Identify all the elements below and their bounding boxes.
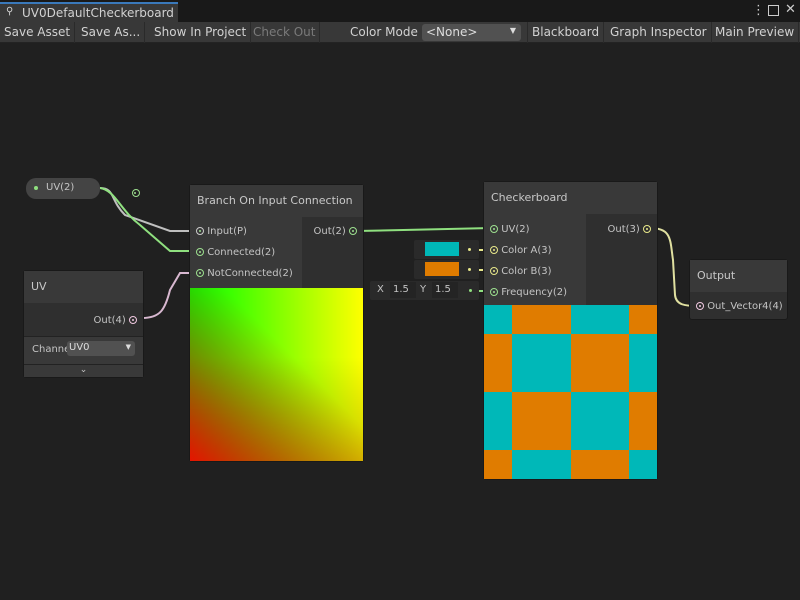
checker-cell [571, 450, 629, 479]
checker-cell [512, 392, 571, 450]
color-a-field[interactable] [414, 240, 479, 259]
wire-checker-output [649, 227, 699, 307]
main-preview-button[interactable]: Main Preview [711, 22, 800, 43]
blackboard-button[interactable]: Blackboard [527, 22, 605, 43]
port-out-label: Out(3) [607, 224, 640, 235]
freq-x-input[interactable]: 1.5 [390, 282, 416, 298]
frequency-field: X 1.5 Y 1.5 [370, 281, 479, 300]
port-in-icon[interactable] [196, 269, 204, 277]
port-color-b-label: Color B(3) [501, 266, 552, 277]
checker-cell [629, 392, 657, 450]
graph-inspector-button[interactable]: Graph Inspector [606, 22, 712, 43]
uv-property-node[interactable]: UV(2) [26, 178, 140, 199]
port-out-vector4-label: Out_Vector4(4) [707, 301, 783, 312]
wire-branch-checker [356, 227, 493, 232]
maximize-icon[interactable] [768, 5, 779, 16]
tab-graph[interactable]: ⚲ UV0DefaultCheckerboard [0, 2, 178, 22]
checker-cell [512, 334, 571, 392]
color-a-swatch[interactable] [425, 242, 459, 256]
checkerboard-node[interactable]: Checkerboard UV(2) Color A(3) Color B(3)… [483, 181, 658, 480]
port-notconnected-label: NotConnected(2) [207, 268, 293, 279]
checker-cell [629, 334, 657, 392]
output-node[interactable]: Output Out_Vector4(4) [689, 259, 788, 320]
branch-node[interactable]: Branch On Input Connection Input(P) Conn… [189, 184, 364, 462]
freq-x-label: X [377, 284, 384, 295]
checker-cell [629, 450, 657, 479]
port-color-a-label: Color A(3) [501, 245, 552, 256]
wire-uv-input [99, 187, 198, 232]
color-mode-value: <None> [426, 25, 478, 39]
color-mode-label: Color Mode [350, 25, 418, 39]
property-dot-icon [34, 186, 38, 190]
channel-dropdown[interactable]: UV0 ▼ [67, 341, 135, 356]
channel-value: UV0 [69, 342, 90, 353]
port-frequency-label: Frequency(2) [501, 287, 568, 298]
port-in-icon[interactable] [490, 225, 498, 233]
freq-y-input[interactable]: 1.5 [432, 282, 458, 298]
uv-node[interactable]: UV Out(4) Channe UV0 ▼ ⌄ [23, 270, 144, 378]
port-input-label: Input(P) [207, 226, 247, 237]
graph-icon: ⚲ [6, 6, 14, 17]
checkerboard-preview [484, 305, 657, 479]
kebab-icon[interactable]: ⋮ [752, 3, 765, 18]
checker-cell [484, 450, 512, 479]
tab-title: UV0DefaultCheckerboard [22, 6, 174, 20]
check-out-button[interactable]: Check Out [249, 22, 321, 43]
toolbar: Save Asset Save As... Show In Project Ch… [0, 22, 800, 43]
checker-cell [484, 334, 512, 392]
port-out-icon[interactable] [131, 189, 140, 197]
port-out-label: Out(2) [313, 226, 346, 237]
color-b-swatch[interactable] [425, 262, 459, 276]
checker-cell [512, 305, 571, 334]
port-in-icon[interactable] [196, 227, 204, 235]
checker-cell [571, 392, 629, 450]
port-out-icon[interactable] [643, 225, 651, 233]
port-in-icon[interactable] [196, 248, 204, 256]
save-asset-button[interactable]: Save Asset [0, 22, 76, 43]
node-title: UV [24, 271, 143, 303]
branch-preview [190, 288, 363, 461]
dropdown-arrow-icon: ▼ [125, 343, 131, 351]
port-out-icon[interactable] [349, 227, 357, 235]
color-mode-dropdown[interactable]: <None> ▼ [422, 24, 521, 41]
dropdown-arrow-icon: ▼ [509, 26, 516, 35]
show-in-project-button[interactable]: Show In Project [150, 22, 252, 43]
expand-chevron-icon[interactable]: ⌄ [24, 364, 143, 377]
checker-cell [571, 305, 629, 334]
checker-cell [571, 334, 629, 392]
save-as-button[interactable]: Save As... [77, 22, 146, 43]
port-out-icon[interactable] [129, 316, 137, 324]
channel-label: Channe [32, 344, 71, 355]
checker-cell [484, 305, 512, 334]
wire-uv-notconnected [141, 272, 198, 319]
wire-uv-connected [99, 187, 198, 252]
port-in-icon[interactable] [490, 288, 498, 296]
checker-cell [484, 392, 512, 450]
node-title: Checkerboard [484, 182, 657, 214]
tab-bar: ⚲ UV0DefaultCheckerboard ⋮ ✕ [0, 0, 800, 22]
checker-cell [629, 305, 657, 334]
checker-cell [512, 450, 571, 479]
freq-y-label: Y [420, 284, 427, 295]
port-uv-label: UV(2) [501, 224, 530, 235]
color-b-field[interactable] [414, 260, 479, 279]
port-in-icon[interactable] [490, 246, 498, 254]
port-in-icon[interactable] [696, 302, 704, 310]
uv-property-label: UV(2) [46, 182, 75, 193]
port-in-icon[interactable] [490, 267, 498, 275]
port-out: Out(4) [94, 315, 137, 326]
close-icon[interactable]: ✕ [785, 2, 796, 17]
port-connected-label: Connected(2) [207, 247, 276, 258]
node-title: Output [690, 260, 787, 292]
node-title: Branch On Input Connection [190, 185, 363, 217]
